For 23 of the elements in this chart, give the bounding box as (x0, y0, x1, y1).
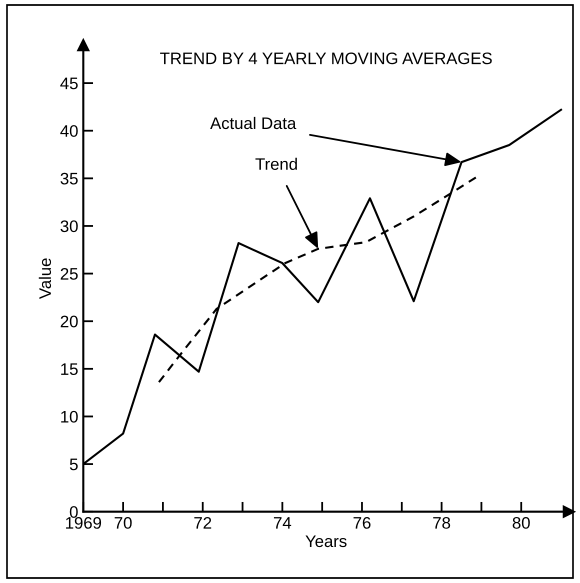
y-tick-label: 5 (70, 458, 78, 470)
annotation: Actual Data (210, 116, 296, 130)
x-tick-label: 74 (274, 517, 292, 529)
y-tick-label: 20 (60, 316, 78, 328)
y-tick-label: 25 (60, 268, 78, 280)
y-tick-label: 0 (70, 506, 78, 518)
x-tick-label: 78 (433, 517, 450, 529)
y-tick-label: 15 (61, 363, 78, 376)
y-tick-label: 45 (60, 78, 78, 90)
x-tick-label: 72 (194, 517, 212, 529)
chart-title: TREND BY 4 YEARLY MOVING AVERAGES (160, 52, 492, 64)
y-tick-label: 40 (60, 125, 78, 137)
annotation: Trend (255, 158, 297, 170)
y-tick-label: 10 (61, 410, 78, 423)
x-tick-label: 1969 (66, 517, 102, 529)
y-tick-label: 30 (60, 220, 78, 232)
x-tick-label: 76 (354, 517, 371, 529)
x-axis-title: Years (306, 535, 347, 548)
y-axis-title: Value (38, 258, 52, 299)
line-series (158, 175, 478, 384)
x-tick-label: 80 (512, 517, 530, 529)
y-tick-label: 35 (60, 172, 78, 185)
x-tick-label: 70 (114, 517, 132, 529)
